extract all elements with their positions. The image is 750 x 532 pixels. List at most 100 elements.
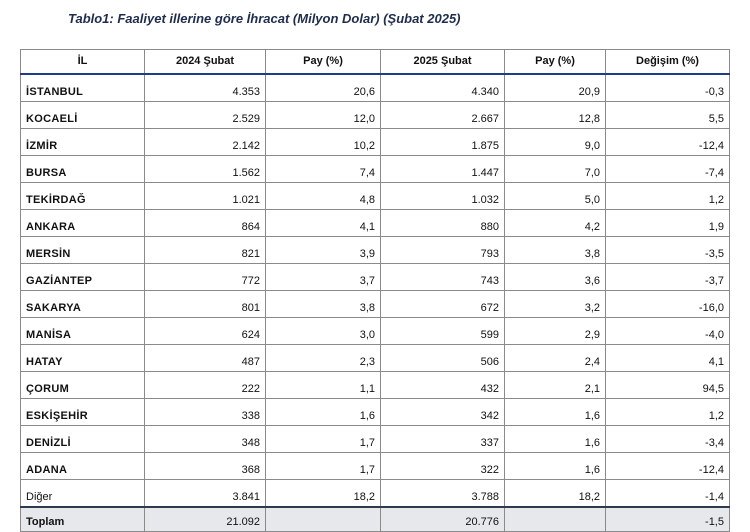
pay-2024: 4,8 (265, 182, 381, 210)
il-name: KOCAELİ (20, 101, 145, 129)
header-2024-subat: 2024 Şubat (144, 49, 266, 75)
pay-2024: 3,7 (265, 263, 381, 291)
value-2025: 2.667 (380, 101, 505, 129)
total-row: Toplam 21.092 20.776 -1,5 (20, 506, 730, 532)
total-change: -1,5 (605, 506, 730, 532)
il-name: ÇORUM (20, 371, 145, 399)
pay-2025: 4,2 (504, 209, 606, 237)
value-2025: 506 (380, 344, 505, 372)
table-row: ESKİŞEHİR 338 1,6 342 1,6 1,2 (20, 398, 730, 426)
table-row: KOCAELİ 2.529 12,0 2.667 12,8 5,5 (20, 101, 730, 129)
pay-2025: 3,8 (504, 236, 606, 264)
value-2025: 743 (380, 263, 505, 291)
il-name: ANKARA (20, 209, 145, 237)
value-2024: 4.353 (144, 73, 266, 102)
header-row: İL 2024 Şubat Pay (%) 2025 Şubat Pay (%)… (20, 49, 730, 75)
value-2024: 801 (144, 290, 266, 318)
il-name: DENİZLİ (20, 425, 145, 453)
il-name: BURSA (20, 155, 145, 183)
il-name: HATAY (20, 344, 145, 372)
pay-2024: 4,1 (265, 209, 381, 237)
pay-2025: 2,1 (504, 371, 606, 399)
value-2025: 1.032 (380, 182, 505, 210)
value-2024: 368 (144, 452, 266, 480)
pay-2025: 1,6 (504, 425, 606, 453)
value-2025: 1.447 (380, 155, 505, 183)
header-il: İL (20, 49, 145, 75)
table-row: MERSİN 821 3,9 793 3,8 -3,5 (20, 236, 730, 264)
pay-2025: 9,0 (504, 128, 606, 156)
header-pay-2025: Pay (%) (504, 49, 606, 75)
il-name: SAKARYA (20, 290, 145, 318)
value-2024: 2.529 (144, 101, 266, 129)
value-2024: 864 (144, 209, 266, 237)
table-row: İZMİR 2.142 10,2 1.875 9,0 -12,4 (20, 128, 730, 156)
pay-2024: 18,2 (265, 479, 381, 508)
value-2025: 880 (380, 209, 505, 237)
table-row: ADANA 368 1,7 322 1,6 -12,4 (20, 452, 730, 480)
value-2025: 342 (380, 398, 505, 426)
il-name: ESKİŞEHİR (20, 398, 145, 426)
table-row: HATAY 487 2,3 506 2,4 4,1 (20, 344, 730, 372)
pay-2024: 7,4 (265, 155, 381, 183)
value-2024: 487 (144, 344, 266, 372)
table-row: Diğer 3.841 18,2 3.788 18,2 -1,4 (20, 479, 730, 508)
il-name: İSTANBUL (20, 73, 145, 102)
change-pct: -7,4 (605, 155, 730, 183)
value-2024: 1.562 (144, 155, 266, 183)
table-title: Tablo1: Faaliyet illerine göre İhracat (… (68, 11, 461, 26)
pay-2025: 12,8 (504, 101, 606, 129)
change-pct: -3,4 (605, 425, 730, 453)
table-row: GAZİANTEP 772 3,7 743 3,6 -3,7 (20, 263, 730, 291)
value-2025: 322 (380, 452, 505, 480)
total-label: Toplam (20, 506, 145, 532)
table-footer: Toplam 21.092 20.776 -1,5 (20, 506, 730, 532)
change-pct: -16,0 (605, 290, 730, 318)
table-body: İSTANBUL 4.353 20,6 4.340 20,9 -0,3 KOCAELİ 2.5… (20, 73, 730, 508)
change-pct: 1,2 (605, 398, 730, 426)
table-row: ÇORUM 222 1,1 432 2,1 94,5 (20, 371, 730, 399)
value-2025: 3.788 (380, 479, 505, 508)
header-2025-subat: 2025 Şubat (380, 49, 505, 75)
change-pct: -3,5 (605, 236, 730, 264)
total-pay-2025 (504, 506, 606, 532)
pay-2025: 1,6 (504, 452, 606, 480)
value-2025: 4.340 (380, 73, 505, 102)
header-degisim: Değişim (%) (605, 49, 730, 75)
value-2025: 793 (380, 236, 505, 264)
pay-2024: 2,3 (265, 344, 381, 372)
change-pct: 94,5 (605, 371, 730, 399)
value-2024: 348 (144, 425, 266, 453)
change-pct: 1,9 (605, 209, 730, 237)
pay-2024: 10,2 (265, 128, 381, 156)
value-2024: 1.021 (144, 182, 266, 210)
value-2024: 338 (144, 398, 266, 426)
il-name: TEKİRDAĞ (20, 182, 145, 210)
pay-2025: 3,6 (504, 263, 606, 291)
table-header: İL 2024 Şubat Pay (%) 2025 Şubat Pay (%)… (20, 49, 730, 75)
il-name: GAZİANTEP (20, 263, 145, 291)
table-row: MANİSA 624 3,0 599 2,9 -4,0 (20, 317, 730, 345)
change-pct: 1,2 (605, 182, 730, 210)
pay-2024: 3,8 (265, 290, 381, 318)
pay-2024: 3,0 (265, 317, 381, 345)
pay-2024: 1,6 (265, 398, 381, 426)
pay-2024: 3,9 (265, 236, 381, 264)
table-row: İSTANBUL 4.353 20,6 4.340 20,9 -0,3 (20, 73, 730, 102)
pay-2025: 1,6 (504, 398, 606, 426)
change-pct: 4,1 (605, 344, 730, 372)
pay-2024: 20,6 (265, 73, 381, 102)
total-2024-value: 21.092 (144, 506, 266, 532)
export-table: İL 2024 Şubat Pay (%) 2025 Şubat Pay (%)… (20, 49, 730, 532)
value-2024: 2.142 (144, 128, 266, 156)
value-2025: 672 (380, 290, 505, 318)
value-2024: 821 (144, 236, 266, 264)
il-name: Diğer (20, 479, 145, 508)
pay-2025: 7,0 (504, 155, 606, 183)
table-row: BURSA 1.562 7,4 1.447 7,0 -7,4 (20, 155, 730, 183)
change-pct: -12,4 (605, 128, 730, 156)
change-pct: -0,3 (605, 73, 730, 102)
table-row: DENİZLİ 348 1,7 337 1,6 -3,4 (20, 425, 730, 453)
change-pct: -12,4 (605, 452, 730, 480)
il-name: MERSİN (20, 236, 145, 264)
